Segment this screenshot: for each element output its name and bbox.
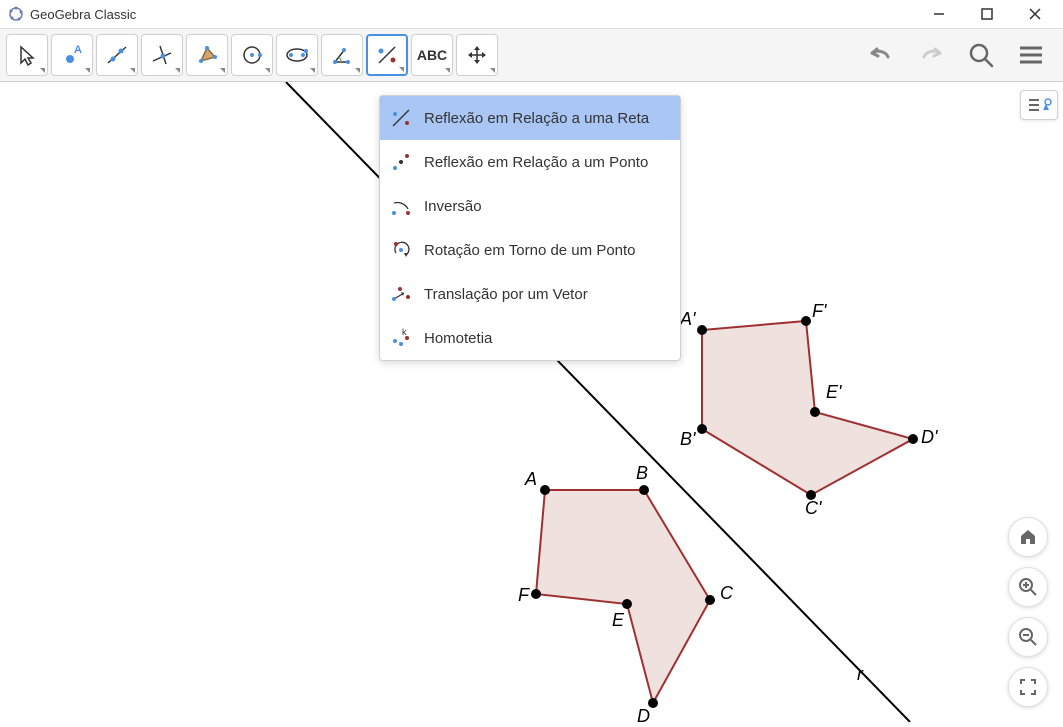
svg-text:F: F xyxy=(518,585,530,605)
dd-label: Reflexão em Relação a um Ponto xyxy=(424,154,648,171)
fullscreen-button[interactable] xyxy=(1008,667,1048,707)
chevron-down-icon xyxy=(310,68,315,73)
home-button[interactable] xyxy=(1008,517,1048,557)
toolbar: A ABC xyxy=(0,28,1063,82)
chevron-down-icon xyxy=(175,68,180,73)
redo-button[interactable] xyxy=(915,39,947,71)
menu-button[interactable] xyxy=(1015,39,1047,71)
window-controls xyxy=(929,4,1055,24)
svg-text:D': D' xyxy=(921,427,938,447)
inversion-icon xyxy=(390,195,412,217)
svg-text:B: B xyxy=(636,463,648,483)
chevron-down-icon xyxy=(130,68,135,73)
zoom-out-icon xyxy=(1018,627,1038,647)
svg-text:k: k xyxy=(402,327,407,337)
chevron-down-icon xyxy=(355,68,360,73)
perpendicular-icon xyxy=(150,43,174,67)
svg-text:C: C xyxy=(720,583,734,603)
home-icon xyxy=(1018,527,1038,547)
cursor-icon xyxy=(15,43,39,67)
text-tool[interactable]: ABC xyxy=(411,34,453,76)
perpendicular-tool[interactable] xyxy=(141,34,183,76)
chevron-down-icon xyxy=(220,68,225,73)
reflect-line-icon xyxy=(390,107,412,129)
translation-icon xyxy=(390,283,412,305)
tool-group: A ABC xyxy=(6,34,498,76)
dd-label: Inversão xyxy=(424,198,482,215)
dd-label: Rotação em Torno de um Ponto xyxy=(424,242,636,259)
app-title: GeoGebra Classic xyxy=(30,7,136,22)
reflect-point-item[interactable]: Reflexão em Relação a um Ponto xyxy=(380,140,680,184)
ellipse-tool[interactable] xyxy=(276,34,318,76)
text-icon: ABC xyxy=(417,47,447,63)
svg-text:A': A' xyxy=(679,309,696,329)
polygon-icon xyxy=(195,43,219,67)
angle-tool[interactable] xyxy=(321,34,363,76)
angle-icon xyxy=(330,43,354,67)
dd-label: Translação por um Vetor xyxy=(424,286,588,303)
point-tool[interactable]: A xyxy=(51,34,93,76)
svg-text:E: E xyxy=(612,610,625,630)
search-button[interactable] xyxy=(965,39,997,71)
ellipse-icon xyxy=(284,43,310,67)
circle-tool[interactable] xyxy=(231,34,273,76)
svg-text:r: r xyxy=(857,664,864,684)
dilation-item[interactable]: k Homotetia xyxy=(380,316,680,360)
pan-icon xyxy=(465,43,489,67)
circle-icon xyxy=(240,43,264,67)
transform-dropdown: Reflexão em Relação a uma Reta Reflexão … xyxy=(379,95,681,361)
zoom-in-icon xyxy=(1018,577,1038,597)
title-left: GeoGebra Classic xyxy=(8,6,136,22)
transform-tool[interactable] xyxy=(366,34,408,76)
line-icon xyxy=(105,43,129,67)
point-icon: A xyxy=(60,43,84,67)
line-tool[interactable] xyxy=(96,34,138,76)
svg-text:E': E' xyxy=(826,382,842,402)
svg-text:B': B' xyxy=(680,429,696,449)
reflect-line-item[interactable]: Reflexão em Relação a uma Reta xyxy=(380,96,680,140)
zoom-in-button[interactable] xyxy=(1008,567,1048,607)
svg-text:C': C' xyxy=(805,498,822,518)
translation-item[interactable]: Translação por um Vetor xyxy=(380,272,680,316)
fullscreen-icon xyxy=(1019,678,1037,696)
svg-text:A: A xyxy=(74,44,82,56)
app-logo-icon xyxy=(8,6,24,22)
svg-text:F': F' xyxy=(812,301,827,321)
move-tool[interactable] xyxy=(6,34,48,76)
chevron-down-icon xyxy=(265,68,270,73)
move-view-tool[interactable] xyxy=(456,34,498,76)
zoom-out-button[interactable] xyxy=(1008,617,1048,657)
svg-text:A: A xyxy=(524,469,537,489)
close-button[interactable] xyxy=(1025,4,1045,24)
minimize-button[interactable] xyxy=(929,4,949,24)
chevron-down-icon xyxy=(445,68,450,73)
undo-button[interactable] xyxy=(865,39,897,71)
reflect-icon xyxy=(375,43,399,67)
polygon-tool[interactable] xyxy=(186,34,228,76)
rotation-item[interactable]: Rotação em Torno de um Ponto xyxy=(380,228,680,272)
svg-text:D: D xyxy=(637,706,650,722)
inversion-item[interactable]: Inversão xyxy=(380,184,680,228)
chevron-down-icon xyxy=(40,68,45,73)
chevron-down-icon xyxy=(399,67,404,72)
rotation-icon xyxy=(390,239,412,261)
maximize-button[interactable] xyxy=(977,4,997,24)
dd-label: Reflexão em Relação a uma Reta xyxy=(424,110,649,127)
dd-label: Homotetia xyxy=(424,330,492,347)
title-bar: GeoGebra Classic xyxy=(0,0,1063,28)
panel-toggle-button[interactable] xyxy=(1020,90,1058,120)
chevron-down-icon xyxy=(490,68,495,73)
chevron-down-icon xyxy=(85,68,90,73)
panel-toggle-icon xyxy=(1026,95,1052,115)
dilation-icon: k xyxy=(390,327,412,349)
toolbar-right xyxy=(865,39,1057,71)
reflect-point-icon xyxy=(390,151,412,173)
view-controls xyxy=(1008,517,1048,707)
